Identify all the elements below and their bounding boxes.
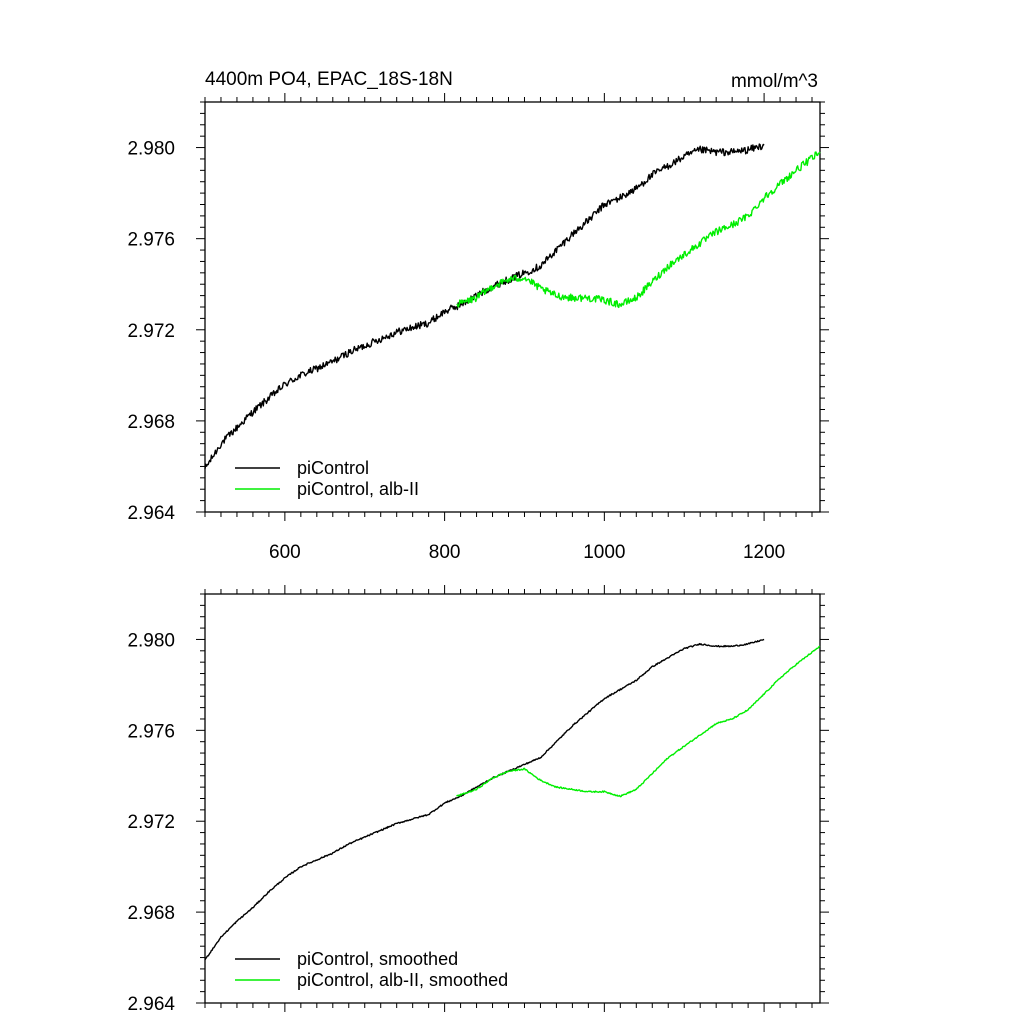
chart-title: 4400m PO4, EPAC_18S-18N [205,69,453,90]
y-tick-label: 2.964 [127,994,175,1015]
y-tick-label: 2.980 [127,139,175,160]
y-tick-label: 2.972 [127,812,175,833]
y-tick-label: 2.976 [127,230,175,251]
y-tick-label: 2.972 [127,321,175,342]
plot-frame [204,101,821,513]
series-line-picontrol [204,143,765,469]
series-line-picontrol-alb-ii [456,151,821,309]
y-tick-label: 2.968 [127,412,175,433]
x-tick-label: 800 [429,542,461,563]
y-tick-label: 2.968 [127,903,175,924]
x-tick-label: 1200 [743,542,785,563]
plot-frame [204,593,821,1004]
bottom-panel: 2.964 2.968 2.972 2.976 2.980 piControl, smoo… [127,585,829,1015]
legend-label: piControl, alb-II, smoothed [297,970,508,990]
legend-label: piControl, smoothed [297,949,458,969]
series-line-picontrol-alb-ii [456,645,821,798]
legend-label: piControl [297,458,369,478]
top-panel: 2.964 2.968 2.972 2.976 2.980 600 800 1000 1200 p… [127,93,829,563]
x-tick-label: 1000 [583,542,625,563]
series-line-picontrol [204,638,765,961]
units-label: mmol/m^3 [731,71,818,92]
legend-label: piControl, alb-II [297,479,419,499]
y-tick-label: 2.964 [127,503,175,524]
y-tick-label: 2.980 [127,630,175,651]
y-tick-label: 2.976 [127,721,175,742]
x-tick-label: 600 [269,542,301,563]
